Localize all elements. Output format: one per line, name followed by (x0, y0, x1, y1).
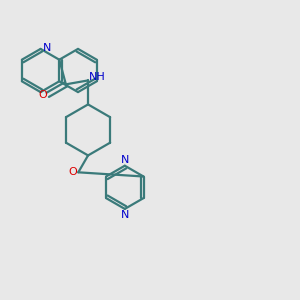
Text: N: N (121, 155, 130, 165)
Text: N: N (42, 43, 51, 53)
Text: NH: NH (89, 72, 105, 82)
Text: O: O (68, 167, 77, 177)
Text: N: N (121, 210, 130, 220)
Text: O: O (38, 90, 47, 100)
